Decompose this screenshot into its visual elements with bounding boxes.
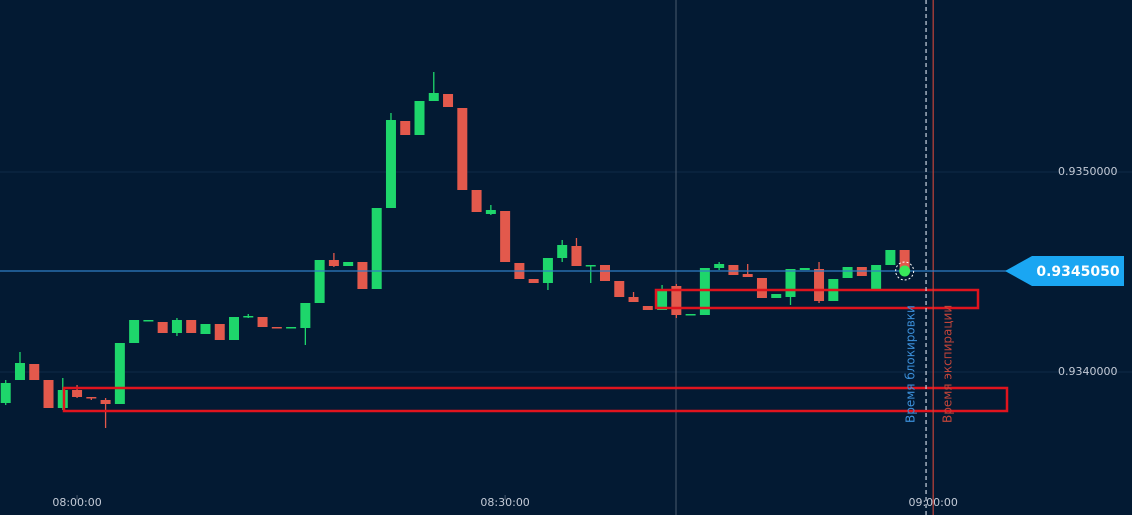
highlight-box <box>654 288 980 310</box>
candle-body <box>485 210 496 214</box>
candle-body <box>471 190 482 212</box>
grid <box>0 171 1132 500</box>
candle-body <box>714 264 725 268</box>
candle-body <box>657 290 668 310</box>
candle-body <box>443 94 454 107</box>
candle-body <box>814 269 825 301</box>
current-price-dot <box>899 265 911 277</box>
candle-body <box>885 250 896 265</box>
candle-body <box>557 245 568 258</box>
candle-body <box>771 294 782 298</box>
candle-body <box>585 265 596 267</box>
candle-body <box>286 327 297 329</box>
candle-body <box>200 324 211 334</box>
candle-body <box>614 281 625 297</box>
highlight-box <box>62 386 1009 413</box>
candle-body <box>100 400 111 404</box>
candle-body <box>29 364 40 380</box>
candle-body <box>129 320 140 343</box>
candle-body <box>600 265 611 281</box>
candle-body <box>214 324 225 340</box>
candle-body <box>642 306 653 310</box>
candle-body <box>43 380 54 408</box>
candle-body <box>271 327 282 329</box>
candle-body <box>171 320 182 333</box>
candle-body <box>414 101 425 135</box>
x-tick-label: 08:00:00 <box>52 496 101 509</box>
candle-body <box>243 316 254 318</box>
candle-body <box>628 297 639 302</box>
candle-body <box>742 274 753 277</box>
candle-body <box>343 262 354 266</box>
candle-body <box>328 260 339 266</box>
candle-body <box>571 246 582 266</box>
candle-body <box>799 268 810 270</box>
price-tag-label: 0.9345050 <box>1036 264 1120 280</box>
y-tick-label: 0.9350000 <box>1058 165 1118 178</box>
candle-body <box>72 390 83 397</box>
candle-body <box>756 278 767 298</box>
candle-body <box>899 250 910 271</box>
candle-body <box>400 121 411 135</box>
candle-body <box>728 265 739 275</box>
candle-body <box>528 279 539 283</box>
x-tick-label: 08:30:00 <box>480 496 529 509</box>
candle-body <box>842 267 853 278</box>
candle-body <box>143 320 154 322</box>
time-marker-label: Время экспирации <box>941 305 955 423</box>
candle-body <box>314 260 325 303</box>
candle-body <box>371 208 382 289</box>
y-tick-label: 0.9340000 <box>1058 365 1118 378</box>
candle-body <box>685 314 696 316</box>
candle-body <box>785 269 796 297</box>
candle-body <box>114 343 125 404</box>
candle-body <box>671 286 682 315</box>
candle-body <box>186 320 197 333</box>
candle-body <box>871 265 882 289</box>
candle-body <box>0 383 11 403</box>
current-price-ring <box>895 261 915 281</box>
candle-body <box>500 211 511 262</box>
candle-body <box>428 93 439 101</box>
candle-body <box>14 363 25 380</box>
candle-body <box>457 108 468 190</box>
candle-body <box>157 322 168 333</box>
candle-body <box>300 303 311 328</box>
candle-body <box>699 268 710 315</box>
candle-body <box>86 397 97 399</box>
candle-body <box>257 317 268 327</box>
price-tag <box>1005 256 1124 286</box>
candle-body <box>357 262 368 289</box>
time-marker-label: Время блокировки <box>904 305 918 423</box>
candle-body <box>385 120 396 208</box>
candle-body <box>229 317 240 340</box>
